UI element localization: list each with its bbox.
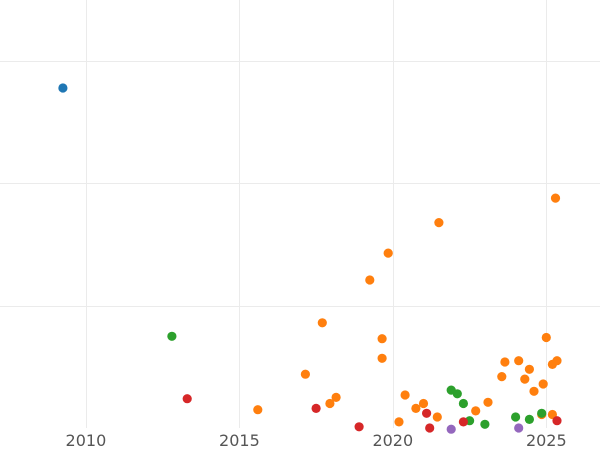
data-point-orange [300, 369, 310, 379]
data-point-orange [434, 218, 444, 228]
data-point-orange [377, 334, 387, 344]
data-point-orange [500, 357, 510, 367]
data-point-red [422, 408, 432, 418]
x-tick-label: 2010 [66, 431, 107, 450]
data-point-orange [552, 356, 562, 366]
x-tick-label: 2020 [372, 431, 413, 450]
data-point-orange [377, 353, 387, 363]
data-point-red [458, 417, 468, 427]
data-point-orange [394, 417, 404, 427]
data-point-red [552, 416, 562, 426]
data-point-purple [446, 424, 456, 434]
data-point-orange [514, 356, 524, 366]
x-tick-label: 2015 [219, 431, 260, 450]
data-point-orange [325, 398, 335, 409]
data-point-green [458, 398, 468, 409]
data-point-orange [411, 403, 421, 413]
x-tick-label: 2025 [526, 431, 567, 450]
data-point-orange [520, 374, 530, 384]
data-point-red [182, 394, 192, 404]
data-point-green [452, 389, 462, 399]
data-point-orange [418, 398, 429, 409]
data-points [58, 83, 562, 434]
data-point-orange [471, 406, 481, 416]
data-point-orange [317, 318, 327, 328]
data-point-orange [497, 372, 507, 382]
data-point-orange [550, 193, 561, 203]
data-point-green [167, 331, 177, 341]
data-point-orange [253, 405, 263, 415]
data-point-orange [529, 386, 539, 396]
data-point-red [425, 423, 435, 433]
data-point-green [480, 419, 490, 429]
data-point-orange [432, 412, 442, 422]
data-point-orange [524, 364, 535, 374]
data-point-green [524, 414, 535, 424]
data-point-orange [365, 275, 375, 285]
data-point-orange [383, 248, 393, 258]
data-point-orange [483, 397, 493, 407]
data-point-red [311, 403, 321, 413]
y-gridlines [0, 60, 600, 308]
data-point-red [354, 422, 364, 432]
data-point-orange [538, 379, 548, 389]
data-point-blue [58, 83, 68, 93]
data-point-orange [541, 332, 551, 343]
data-point-orange [331, 392, 341, 402]
data-point-green [510, 412, 521, 422]
x-gridlines [85, 0, 548, 428]
data-point-green [537, 408, 547, 418]
x-tick-labels: 2010 2015 2020 2025 [66, 431, 567, 450]
data-point-orange [400, 390, 410, 400]
data-point-purple [514, 423, 524, 433]
